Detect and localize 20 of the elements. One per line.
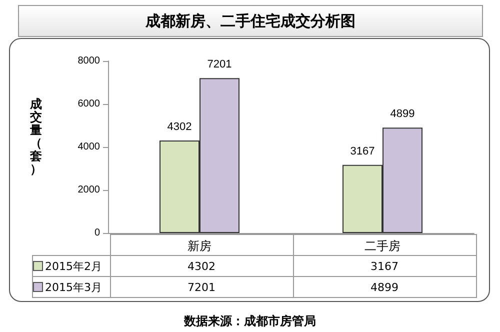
data-label: 3167 bbox=[293, 256, 476, 276]
chart-title: 成都新房、二手住宅成交分析图 bbox=[18, 5, 483, 37]
data-label: 7201 bbox=[110, 276, 293, 298]
x-tick-label: 新房 bbox=[188, 239, 212, 253]
data-label: 4899 bbox=[293, 276, 476, 298]
y-tick-label: 2000 bbox=[78, 184, 100, 196]
y-tick-label: 4000 bbox=[78, 142, 100, 152]
data-label: 4302 bbox=[110, 256, 293, 276]
x-tick-label: 二手房 bbox=[364, 239, 400, 253]
legend-label: 2015年2月 bbox=[32, 256, 110, 276]
text: 7201 bbox=[207, 58, 232, 71]
text: 4899 bbox=[390, 108, 415, 120]
y-tick-label: 6000 bbox=[78, 98, 100, 110]
y-axis-title: 成交量（套） bbox=[29, 97, 43, 176]
text: 4302 bbox=[167, 121, 192, 134]
source-note: 数据来源：成都市房管局 bbox=[182, 313, 317, 330]
y-tick-label: 8000 bbox=[78, 56, 100, 66]
y-tick-label: 0 bbox=[94, 228, 100, 238]
text: 3167 bbox=[350, 145, 375, 158]
legend-label: 2015年3月 bbox=[32, 276, 110, 298]
